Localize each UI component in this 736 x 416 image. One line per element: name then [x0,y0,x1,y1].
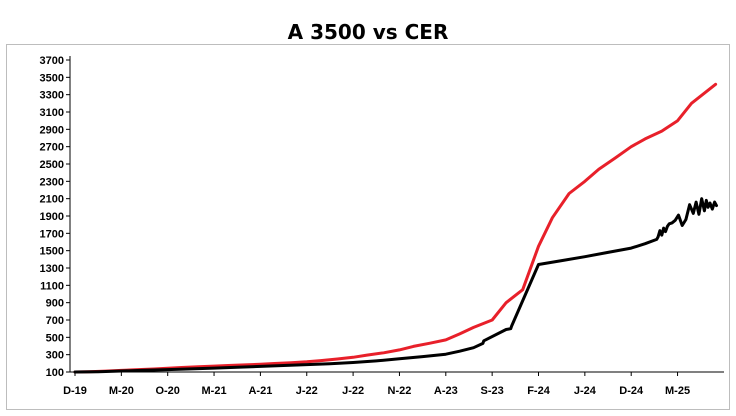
x-tick-label: A-23 [434,385,458,397]
series-lines [73,82,718,374]
x-axis-ticks: D-19 M-20 O-20 M-21 A-21 J-22 J-22 N-22 A-23 S-23… [63,372,690,397]
x-tick-label: D-24 [619,385,644,397]
x-tick-label: F-24 [527,385,551,397]
x-tick-label: M-25 [665,385,690,397]
y-tick-label: 300 [46,350,64,362]
y-tick-label: 3100 [40,107,64,119]
x-tick-label: O-20 [155,385,179,397]
x-tick-label: M-20 [109,385,134,397]
y-tick-label: 2100 [40,194,64,206]
y-axis-ticks: 100 300 500 700 900 1100 1300 1500 1700 1900 2100 2… [40,55,70,379]
chart-title: A 3500 vs CER [287,20,449,44]
chart-frame [6,44,730,410]
y-tick-label: 3300 [40,90,64,102]
y-tick-label: 1500 [40,246,64,258]
x-tick-label: D-19 [63,385,87,397]
y-tick-label: 1900 [40,211,64,223]
x-tick-label: M-21 [202,385,227,397]
y-tick-label: 500 [46,332,64,344]
y-tick-label: 3500 [40,72,64,84]
x-tick-label: A-21 [248,385,272,397]
y-tick-label: 2300 [40,176,64,188]
x-tick-label: J-22 [296,385,318,397]
y-tick-label: 100 [46,367,64,379]
y-tick-label: 700 [46,315,64,327]
y-tick-label: 1100 [40,280,64,292]
x-tick-label: J-24 [574,385,597,397]
y-tick-label: 2500 [40,159,64,171]
series-line-red [73,82,718,374]
y-tick-label: 1300 [40,263,64,275]
y-tick-label: 3700 [40,55,64,67]
y-tick-label: 900 [46,298,64,310]
y-tick-label: 2700 [40,142,64,154]
x-tick-label: N-22 [388,385,412,397]
axes [69,56,724,373]
series-line-black [73,197,718,374]
y-tick-label: 1700 [40,228,64,240]
x-tick-label: J-22 [342,385,364,397]
x-tick-label: S-23 [481,385,504,397]
y-tick-label: 2900 [40,124,64,136]
